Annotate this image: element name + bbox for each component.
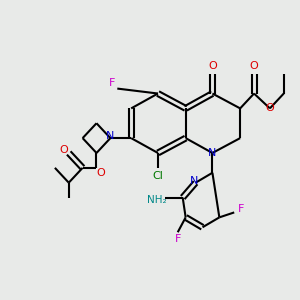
Text: N: N	[208, 148, 217, 158]
Text: O: O	[266, 103, 274, 113]
Text: Cl: Cl	[152, 171, 164, 181]
Text: F: F	[109, 78, 116, 88]
Text: O: O	[96, 168, 105, 178]
Text: F: F	[238, 204, 244, 214]
Text: F: F	[175, 234, 181, 244]
Text: O: O	[59, 145, 68, 155]
Text: N: N	[189, 176, 198, 186]
Text: N: N	[106, 131, 115, 141]
Text: NH₂: NH₂	[147, 194, 167, 205]
Text: O: O	[250, 61, 258, 71]
Text: O: O	[208, 61, 217, 71]
